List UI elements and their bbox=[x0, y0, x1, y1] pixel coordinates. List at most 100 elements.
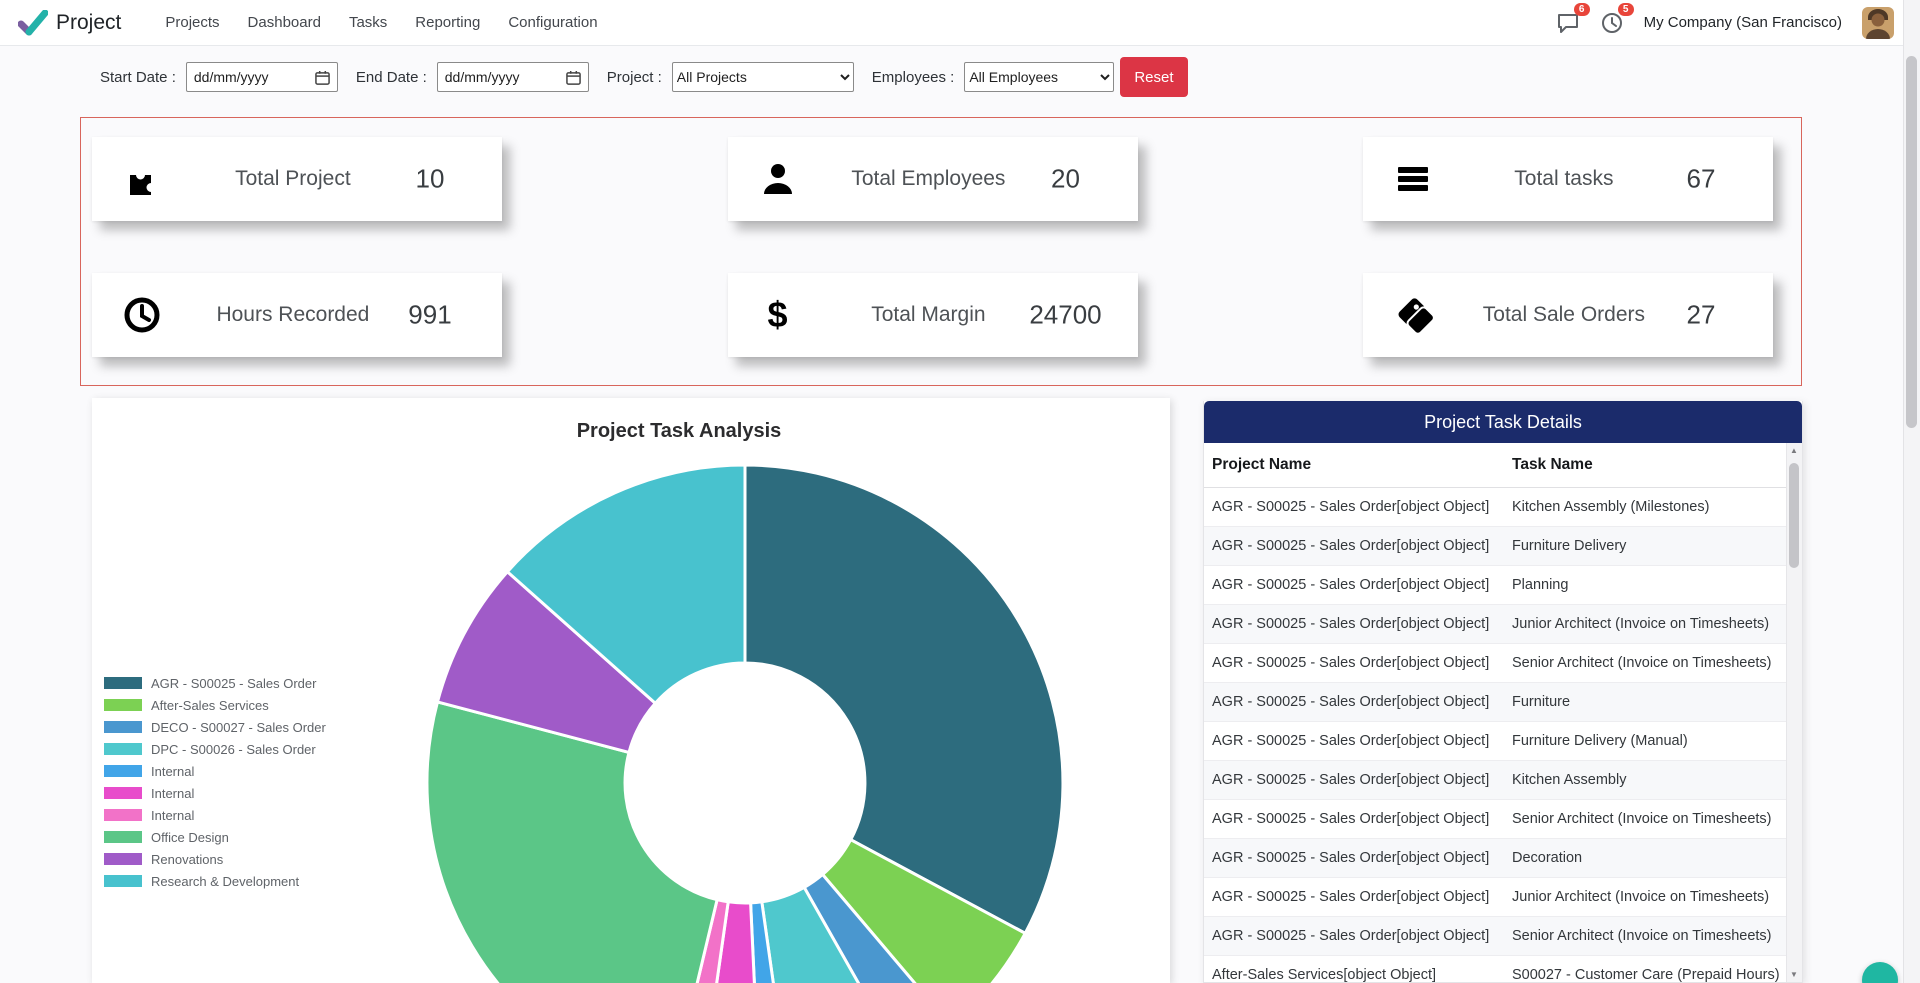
cell-task-name: Senior Architect (Invoice on Timesheets) bbox=[1512, 811, 1772, 827]
menu-item-tasks[interactable]: Tasks bbox=[348, 13, 388, 31]
calendar-icon bbox=[315, 70, 330, 85]
cell-task-name: Furniture bbox=[1512, 694, 1571, 710]
table-row: AGR - S00025 - Sales Order[object Object… bbox=[1204, 527, 1802, 566]
legend-item[interactable]: Renovations bbox=[104, 848, 326, 870]
legend-item[interactable]: Office Design bbox=[104, 826, 326, 848]
end-date-input[interactable]: dd/mm/yyyy bbox=[436, 62, 589, 92]
messages-badge: 6 bbox=[1573, 2, 1590, 16]
legend-item[interactable]: DECO - S00027 - Sales Order bbox=[104, 716, 326, 738]
cell-project-name: AGR - S00025 - Sales Order[object Object… bbox=[1212, 499, 1490, 515]
cell-project-name: AGR - S00025 - Sales Order[object Object… bbox=[1212, 694, 1490, 710]
user-icon bbox=[758, 159, 798, 199]
scroll-down-icon[interactable]: ▼ bbox=[1790, 970, 1798, 979]
table-scrollbar[interactable]: ▲ ▼ bbox=[1786, 443, 1802, 982]
kpi-summary-box: Total Project 10 Total Employees 20 Total ta… bbox=[80, 117, 1802, 386]
cell-task-name: Furniture Delivery (Manual) bbox=[1512, 733, 1688, 749]
cell-task-name: Decoration bbox=[1512, 850, 1583, 866]
livechat-button[interactable] bbox=[1862, 962, 1898, 983]
avatar-image bbox=[1862, 6, 1894, 39]
task-analysis-donut-chart bbox=[425, 463, 1065, 983]
menu-item-dashboard[interactable]: Dashboard bbox=[247, 13, 321, 31]
messages-button[interactable]: 6 bbox=[1556, 2, 1590, 35]
legend-swatch bbox=[104, 743, 142, 755]
donut-slice[interactable] bbox=[425, 700, 719, 983]
cell-project-name: AGR - S00025 - Sales Order[object Object… bbox=[1212, 733, 1490, 749]
table-row: AGR - S00025 - Sales Order[object Object… bbox=[1204, 605, 1802, 644]
legend-swatch bbox=[104, 809, 142, 821]
table-row: AGR - S00025 - Sales Order[object Object… bbox=[1204, 839, 1802, 878]
donut-slice[interactable] bbox=[820, 837, 1028, 983]
app-brand[interactable]: Project bbox=[18, 9, 122, 36]
legend-swatch bbox=[104, 721, 142, 733]
cell-project-name: AGR - S00025 - Sales Order[object Object… bbox=[1212, 772, 1490, 788]
start-date-label: Start Date : bbox=[100, 68, 176, 86]
column-header-project-name: Project Name bbox=[1212, 456, 1312, 473]
table-header-row: Project Name Task Name bbox=[1204, 443, 1802, 488]
activities-badge: 5 bbox=[1617, 2, 1634, 16]
menu-item-reporting[interactable]: Reporting bbox=[415, 13, 481, 31]
cell-project-name: AGR - S00025 - Sales Order[object Object… bbox=[1212, 655, 1490, 671]
donut-slice[interactable] bbox=[760, 885, 902, 983]
kpi-card-total-sale-orders: Total Sale Orders 27 bbox=[1363, 273, 1773, 357]
legend-item[interactable]: Internal bbox=[104, 760, 326, 782]
column-header-task-name: Task Name bbox=[1512, 456, 1593, 473]
legend-item[interactable]: Research & Development bbox=[104, 870, 326, 892]
legend-swatch bbox=[104, 831, 142, 843]
legend-label: DECO - S00027 - Sales Order bbox=[151, 719, 326, 735]
cell-project-name: AGR - S00025 - Sales Order[object Object… bbox=[1212, 811, 1490, 827]
kpi-label: Hours Recorded bbox=[216, 303, 370, 326]
legend-label: Internal bbox=[151, 807, 195, 823]
kpi-card-hours-recorded: Hours Recorded 991 bbox=[92, 273, 502, 357]
cell-project-name: AGR - S00025 - Sales Order[object Object… bbox=[1212, 577, 1490, 593]
table-row: AGR - S00025 - Sales Order[object Object… bbox=[1204, 644, 1802, 683]
legend-item[interactable]: After-Sales Services bbox=[104, 694, 326, 716]
table-row: AGR - S00025 - Sales Order[object Object… bbox=[1204, 566, 1802, 605]
project-select[interactable]: All Projects bbox=[671, 62, 854, 92]
cell-task-name: Planning bbox=[1512, 577, 1569, 593]
employees-select[interactable]: All Employees bbox=[964, 62, 1115, 92]
start-date-placeholder: dd/mm/yyyy bbox=[193, 69, 269, 85]
company-switcher[interactable]: My Company (San Francisco) bbox=[1643, 14, 1842, 31]
page-scrollbar-thumb[interactable] bbox=[1906, 56, 1917, 428]
cell-task-name: Kitchen Assembly (Milestones) bbox=[1512, 499, 1710, 515]
cell-task-name: Junior Architect (Invoice on Timesheets) bbox=[1512, 616, 1770, 632]
legend-label: Research & Development bbox=[151, 873, 300, 889]
reset-button[interactable]: Reset bbox=[1120, 57, 1188, 97]
menu-item-projects[interactable]: Projects bbox=[165, 13, 220, 31]
legend-item[interactable]: Internal bbox=[104, 782, 326, 804]
chat-bubble-icon bbox=[1557, 13, 1578, 33]
legend-label: DPC - S00026 - Sales Order bbox=[151, 741, 316, 757]
donut-slice[interactable] bbox=[505, 463, 747, 706]
app-name: Project bbox=[56, 10, 122, 34]
app-logo-icon bbox=[18, 9, 48, 35]
legend-item[interactable]: AGR - S00025 - Sales Order bbox=[104, 672, 326, 694]
top-navbar: Project Projects Dashboard Tasks Reporting C… bbox=[0, 0, 1920, 46]
start-date-input[interactable]: dd/mm/yyyy bbox=[185, 62, 338, 92]
task-analysis-panel: Project Task Analysis AGR - S00025 - Sal… bbox=[92, 398, 1170, 983]
cell-task-name: Senior Architect (Invoice on Timesheets) bbox=[1512, 655, 1772, 671]
kpi-value: 24700 bbox=[1029, 299, 1102, 330]
table-scrollbar-thumb[interactable] bbox=[1789, 463, 1799, 568]
project-filter-label: Project : bbox=[606, 68, 662, 86]
legend-swatch bbox=[104, 875, 142, 887]
end-date-placeholder: dd/mm/yyyy bbox=[444, 69, 520, 85]
kpi-value: 67 bbox=[1686, 163, 1716, 194]
legend-item[interactable]: DPC - S00026 - Sales Order bbox=[104, 738, 326, 760]
filter-bar: Start Date : dd/mm/yyyy End Date : dd/mm… bbox=[0, 46, 1904, 108]
cell-project-name: AGR - S00025 - Sales Order[object Object… bbox=[1212, 616, 1490, 632]
menu-item-configuration[interactable]: Configuration bbox=[508, 13, 598, 31]
table-body: AGR - S00025 - Sales Order[object Object… bbox=[1204, 488, 1802, 983]
dollar-icon: $ bbox=[767, 294, 788, 335]
cell-task-name: Furniture Delivery bbox=[1512, 538, 1627, 554]
activities-button[interactable]: 5 bbox=[1600, 2, 1634, 35]
user-avatar[interactable] bbox=[1862, 6, 1894, 39]
legend-swatch bbox=[104, 853, 142, 865]
cell-project-name: AGR - S00025 - Sales Order[object Object… bbox=[1212, 850, 1490, 866]
scroll-up-icon[interactable]: ▲ bbox=[1790, 446, 1798, 455]
legend-label: Office Design bbox=[151, 829, 229, 845]
donut-slice[interactable] bbox=[743, 463, 1065, 936]
calendar-icon bbox=[565, 70, 581, 85]
page-scrollbar[interactable] bbox=[1903, 0, 1920, 983]
legend-item[interactable]: Internal bbox=[104, 804, 326, 826]
legend-swatch bbox=[104, 677, 142, 689]
